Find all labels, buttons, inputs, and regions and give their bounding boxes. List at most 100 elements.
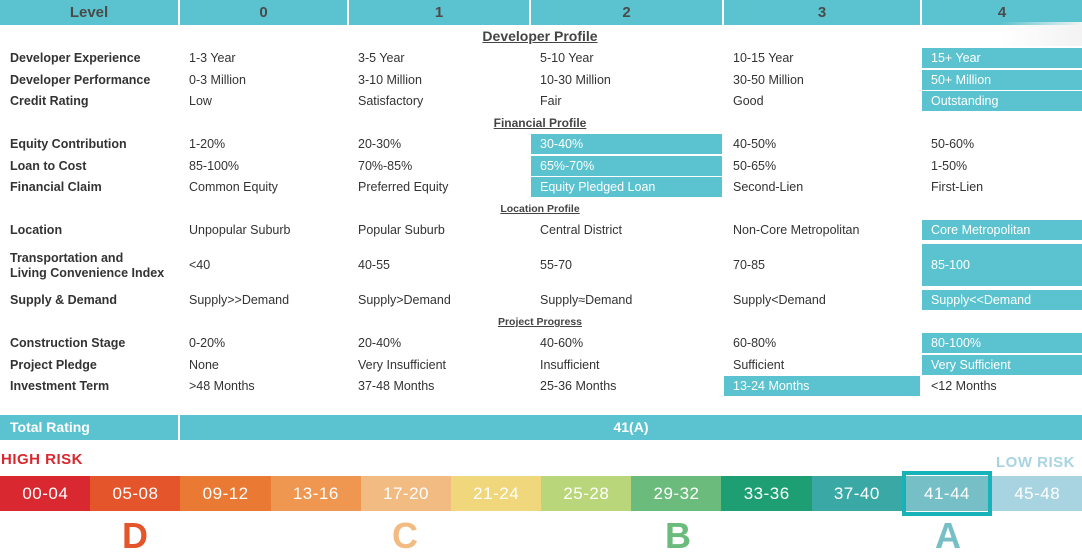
- row-label: Loan to Cost: [10, 159, 87, 173]
- scale-segment: 21-24: [450, 476, 542, 511]
- row-label: Transportation and: [10, 251, 124, 265]
- table-cell: Supply≈Demand: [540, 293, 633, 307]
- table-cell: Insufficient: [540, 358, 600, 372]
- table-cell: Preferred Equity: [358, 180, 449, 194]
- table-cell: 50-60%: [931, 137, 975, 151]
- table-cell: 50+ Million: [922, 70, 1082, 90]
- table-cell: Common Equity: [189, 180, 278, 194]
- table-cell: 70-85: [733, 258, 765, 272]
- table-cell: 10-15 Year: [733, 51, 794, 65]
- table-cell: 10-30 Million: [540, 73, 611, 87]
- table-cell: 65%-70%: [531, 156, 722, 176]
- selected-range-highlight: [902, 471, 992, 516]
- scale-segment: 05-08: [90, 476, 181, 511]
- table-cell: <12 Months: [931, 379, 997, 393]
- high-risk-label: HIGH RISK: [1, 451, 84, 468]
- table-cell: Central District: [540, 223, 622, 237]
- row-label: Construction Stage: [10, 336, 126, 350]
- table-cell: Low: [189, 94, 212, 108]
- table-cell: 13-24 Months: [724, 376, 920, 396]
- table-cell: 15+ Year: [922, 48, 1082, 68]
- table-cell: Equity Pledged Loan: [531, 177, 722, 197]
- grade-d: D: [122, 515, 148, 556]
- table-cell: 60-80%: [733, 336, 777, 350]
- table-cell: 40-50%: [733, 137, 777, 151]
- table-cell: 30-50 Million: [733, 73, 804, 87]
- table-cell: Outstanding: [922, 91, 1082, 111]
- section-location-profile: Location Profile: [500, 203, 580, 215]
- scale-segment: 37-40: [811, 476, 903, 511]
- scale-segment: 13-16: [270, 476, 362, 511]
- section-developer-profile: Developer Profile: [482, 28, 598, 44]
- table-cell: Supply<Demand: [733, 293, 826, 307]
- table-cell: 85-100: [922, 244, 1082, 286]
- table-cell: Supply>>Demand: [189, 293, 290, 307]
- section-project-progress: Project Progress: [497, 316, 583, 328]
- section-financial-profile: Financial Profile: [493, 116, 587, 130]
- table-cell: 40-55: [358, 258, 390, 272]
- scale-segment: 09-12: [180, 476, 271, 511]
- table-cell: 25-36 Months: [540, 379, 617, 393]
- table-cell: 20-30%: [358, 137, 402, 151]
- table-cell: 3-5 Year: [358, 51, 405, 65]
- table-cell: 20-40%: [358, 336, 402, 350]
- grade-a: A: [935, 515, 961, 556]
- table-cell: 1-20%: [189, 137, 226, 151]
- table-cell: 55-70: [540, 258, 572, 272]
- scale-segment: 17-20: [360, 476, 452, 511]
- table-cell: 40-60%: [540, 336, 584, 350]
- header-level-0: 0: [180, 0, 347, 25]
- row-label: Credit Rating: [10, 94, 89, 108]
- table-cell: 80-100%: [922, 333, 1082, 353]
- table-cell: Satisfactory: [358, 94, 424, 108]
- table-cell: Very Insufficient: [358, 358, 447, 372]
- header-level: Level: [0, 0, 178, 25]
- table-cell: Popular Suburb: [358, 223, 445, 237]
- grade-b: B: [665, 515, 691, 556]
- table-cell: None: [189, 358, 219, 372]
- scale-segment: 00-04: [0, 476, 91, 511]
- row-label: Living Convenience Index: [10, 266, 165, 280]
- row-label: Supply & Demand: [10, 293, 117, 307]
- table-cell: 3-10 Million: [358, 73, 422, 87]
- scale-segment: 25-28: [541, 476, 632, 511]
- total-rating-label: Total Rating: [0, 415, 178, 440]
- table-cell: Unpopular Suburb: [189, 223, 291, 237]
- table-cell: 5-10 Year: [540, 51, 594, 65]
- table-cell: 37-48 Months: [358, 379, 435, 393]
- table-cell: >48 Months: [189, 379, 255, 393]
- table-cell: Supply<<Demand: [922, 290, 1082, 310]
- table-cell: 0-20%: [189, 336, 226, 350]
- row-label: Investment Term: [10, 379, 110, 393]
- arrow-shape: [1000, 22, 1082, 46]
- table-cell: Good: [733, 94, 764, 108]
- row-label: Financial Claim: [10, 180, 102, 194]
- table-cell: Second-Lien: [733, 180, 804, 194]
- low-risk-label: LOW RISK: [996, 454, 1075, 471]
- table-cell: 50-65%: [733, 159, 777, 173]
- table-cell: 1-3 Year: [189, 51, 236, 65]
- header-level-1: 1: [349, 0, 529, 25]
- scale-segment: 33-36: [721, 476, 813, 511]
- total-rating-value: 41(A): [180, 415, 1082, 440]
- row-label: Developer Experience: [10, 51, 141, 65]
- table-cell: 30-40%: [531, 134, 722, 154]
- table-cell: 1-50%: [931, 159, 968, 173]
- table-cell: First-Lien: [931, 180, 984, 194]
- table-cell: Non-Core Metropolitan: [733, 223, 860, 237]
- header-level-2: 2: [531, 0, 722, 25]
- scale-segment: 45-48: [991, 476, 1082, 511]
- row-label: Developer Performance: [10, 73, 151, 87]
- row-label: Location: [10, 223, 63, 237]
- header-level-4: 4: [922, 0, 1082, 25]
- scale-segment: 29-32: [631, 476, 722, 511]
- scale-segment: 41-44: [901, 476, 993, 511]
- table-cell: 85-100%: [189, 159, 240, 173]
- table-cell: Very Sufficient: [922, 355, 1082, 375]
- row-label: Project Pledge: [10, 358, 97, 372]
- table-cell: 70%-85%: [358, 159, 413, 173]
- grade-c: C: [392, 515, 418, 556]
- header-level-3: 3: [724, 0, 920, 25]
- table-cell: 0-3 Million: [189, 73, 246, 87]
- row-label: Equity Contribution: [10, 137, 127, 151]
